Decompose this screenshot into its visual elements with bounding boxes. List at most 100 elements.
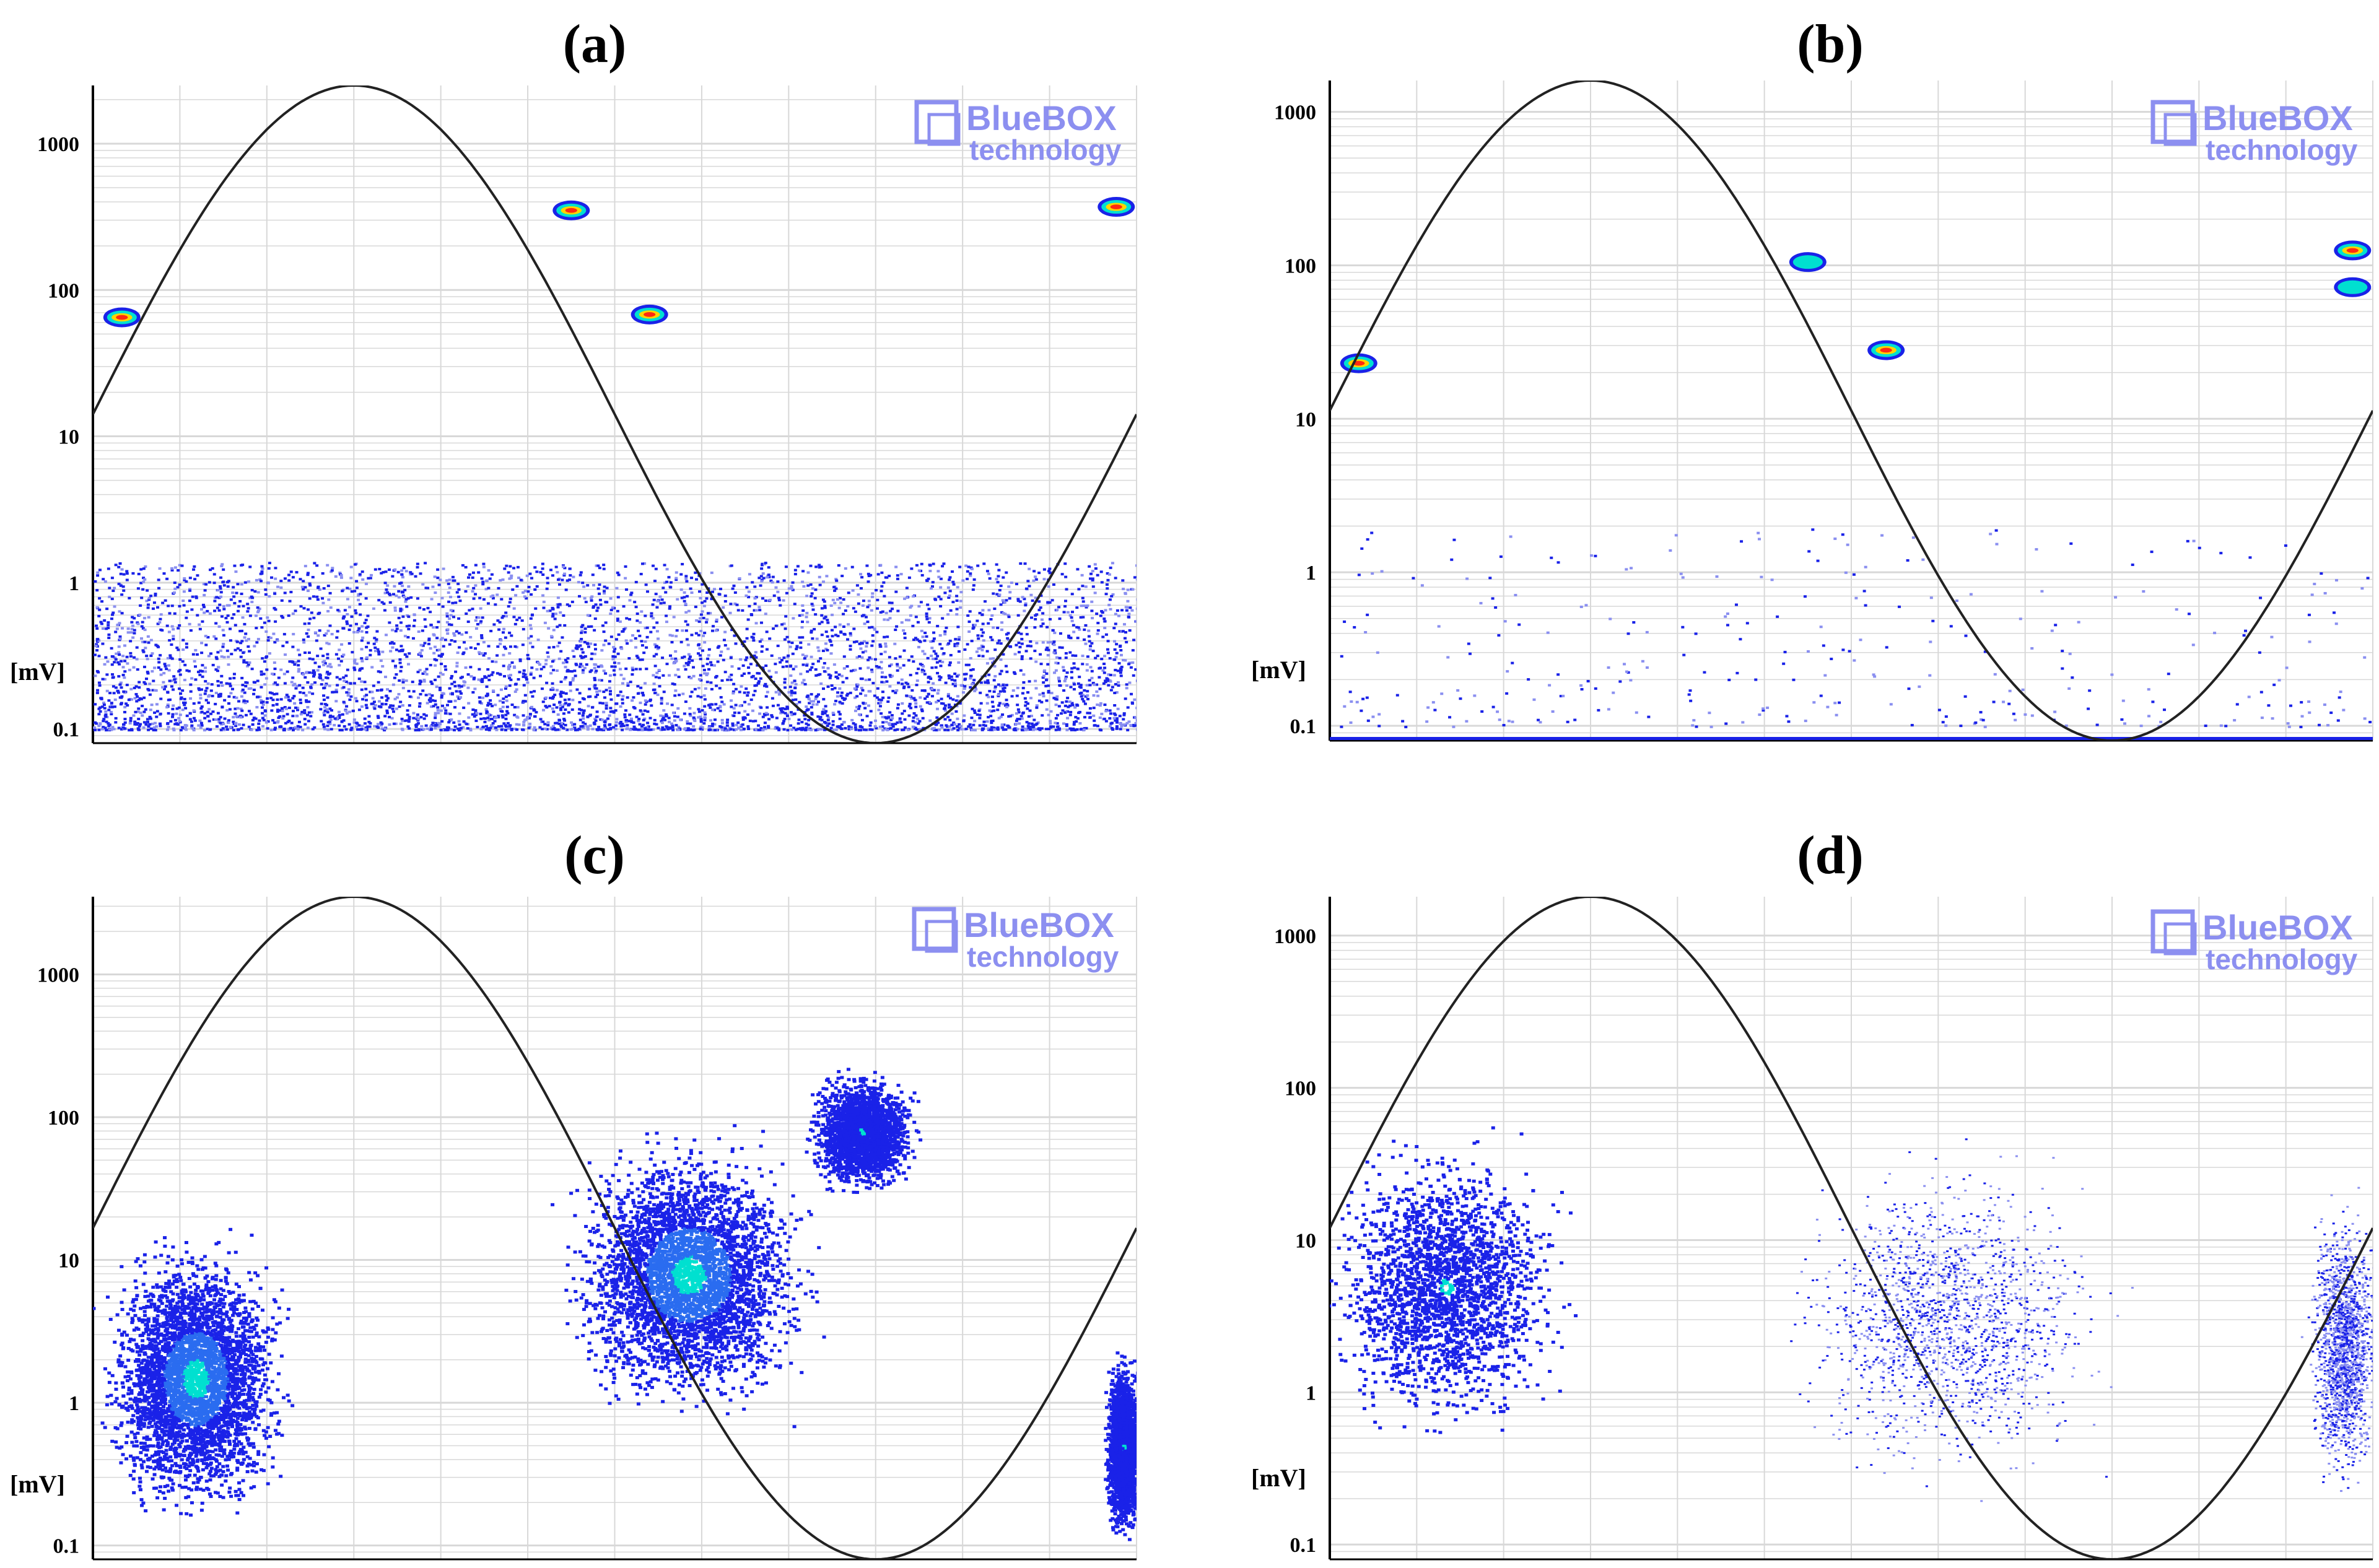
scatter-point <box>513 690 517 693</box>
scatter-point <box>984 724 987 727</box>
scatter-point <box>369 649 372 652</box>
scatter-point <box>1103 703 1107 707</box>
scatter-point <box>1026 644 1030 647</box>
scatter-point <box>284 707 288 710</box>
scatter-point <box>347 723 351 726</box>
scatter-point <box>452 721 456 724</box>
scatter-point <box>512 616 516 619</box>
scatter-point <box>380 572 383 575</box>
scatter-point <box>542 666 546 669</box>
scatter-point <box>512 607 516 610</box>
scatter-point <box>1111 593 1115 596</box>
scatter-point <box>710 598 714 601</box>
scatter-point <box>884 645 888 648</box>
scatter-point <box>154 643 158 647</box>
scatter-point <box>978 724 982 727</box>
scatter-point <box>821 666 825 669</box>
scatter-point <box>1113 640 1117 643</box>
scatter-point <box>1088 716 1092 719</box>
scatter-point <box>316 655 320 658</box>
scatter-point <box>346 612 349 616</box>
scatter-point <box>950 723 954 726</box>
scatter-point <box>790 585 793 588</box>
scatter-point <box>405 719 409 722</box>
scatter-point <box>175 707 179 710</box>
scatter-point <box>215 725 219 728</box>
scatter-point <box>412 712 416 715</box>
scatter-point <box>331 715 335 718</box>
scatter-point <box>562 661 565 664</box>
scatter-point <box>884 611 888 614</box>
scatter-point <box>453 728 456 731</box>
scatter-point <box>120 728 123 731</box>
scatter-point <box>884 642 888 645</box>
scatter-point <box>1032 579 1036 582</box>
scatter-point <box>593 679 597 682</box>
scatter-point <box>270 709 274 712</box>
scatter-point <box>939 664 943 668</box>
scatter-point <box>865 642 869 645</box>
scatter-point <box>253 590 257 593</box>
scatter-point <box>837 710 840 713</box>
scatter-point <box>133 723 137 726</box>
scatter-point <box>201 620 204 623</box>
scatter-point <box>616 619 619 622</box>
scatter-point <box>624 565 627 568</box>
scatter-point <box>322 694 326 697</box>
scatter-point <box>1132 725 1136 728</box>
scatter-point <box>109 710 113 713</box>
scatter-point <box>377 599 381 602</box>
scatter-point <box>500 714 504 717</box>
scatter-point <box>279 668 283 671</box>
scatter-point <box>312 595 315 598</box>
scatter-point <box>122 589 126 592</box>
scatter-point <box>632 728 636 731</box>
scatter-point <box>594 719 598 722</box>
scatter-point <box>261 706 264 709</box>
scatter-point <box>1081 616 1085 619</box>
scatter-point <box>674 578 678 581</box>
scatter-point <box>958 723 961 726</box>
scatter-point <box>736 721 740 725</box>
scatter-point <box>408 624 411 627</box>
scatter-point <box>450 682 454 686</box>
scatter-point <box>864 694 868 697</box>
scatter-point <box>823 721 826 724</box>
scatter-point <box>793 573 797 576</box>
scatter-point <box>759 727 763 730</box>
scatter-point <box>420 648 424 651</box>
scatter-point <box>1062 666 1065 669</box>
scatter-point <box>225 621 229 624</box>
scatter-point <box>142 567 146 570</box>
scatter-point <box>436 706 440 709</box>
scatter-point <box>516 706 520 709</box>
scatter-point <box>1023 598 1026 601</box>
scatter-point <box>558 603 562 606</box>
scatter-point <box>373 637 377 640</box>
scatter-point <box>942 562 946 565</box>
scatter-point <box>642 718 645 721</box>
scatter-point <box>1016 599 1020 603</box>
scatter-point <box>981 655 985 658</box>
scatter-point <box>155 715 159 718</box>
scatter-point <box>321 655 325 658</box>
scatter-point <box>930 666 934 669</box>
scatter-point <box>824 705 827 708</box>
scatter-point <box>1054 721 1057 725</box>
scatter-point <box>671 728 675 731</box>
scatter-point <box>764 612 767 616</box>
scatter-point <box>1017 642 1021 645</box>
scatter-point <box>676 715 679 718</box>
scatter-point <box>363 681 367 684</box>
scatter-point <box>875 630 879 634</box>
scatter-point <box>351 651 354 654</box>
scatter-point <box>868 678 871 681</box>
scatter-point <box>1070 616 1073 619</box>
scatter-point <box>398 650 401 653</box>
scatter-point <box>284 721 287 725</box>
scatter-point <box>252 688 256 691</box>
scatter-point <box>806 571 810 574</box>
scatter-point <box>689 587 692 590</box>
scatter-point <box>165 668 168 671</box>
scatter-point <box>723 595 727 598</box>
